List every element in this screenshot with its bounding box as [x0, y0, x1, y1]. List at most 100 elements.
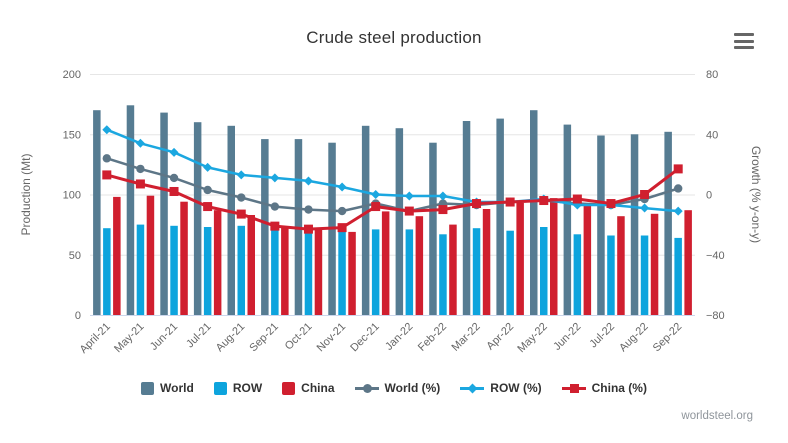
bar[interactable] [530, 110, 538, 315]
bar[interactable] [338, 228, 346, 315]
bar[interactable] [597, 135, 605, 316]
bar[interactable] [304, 228, 313, 315]
marker-diamond[interactable] [371, 190, 381, 199]
marker-diamond[interactable] [236, 170, 246, 180]
bar[interactable] [371, 229, 380, 315]
bar[interactable] [93, 110, 101, 315]
bar[interactable] [213, 210, 222, 315]
bar-series-china[interactable] [113, 195, 692, 315]
marker-square[interactable] [236, 209, 246, 219]
line-series-china-[interactable] [102, 164, 683, 234]
bar[interactable] [261, 139, 269, 315]
marker-circle[interactable] [673, 184, 683, 193]
marker-square[interactable] [371, 202, 381, 212]
bar[interactable] [395, 128, 404, 315]
marker-diamond[interactable] [337, 182, 347, 192]
marker-diamond[interactable] [404, 191, 414, 201]
bar[interactable] [136, 224, 145, 315]
bar[interactable] [482, 209, 491, 315]
marker-square[interactable] [606, 199, 616, 209]
bar[interactable] [462, 121, 471, 315]
bar[interactable] [271, 228, 279, 315]
marker-diamond[interactable] [270, 173, 280, 183]
bar[interactable] [607, 235, 615, 316]
marker-diamond[interactable] [102, 125, 112, 135]
marker-circle[interactable] [337, 206, 347, 216]
bar[interactable] [203, 227, 212, 315]
marker-square[interactable] [337, 223, 347, 233]
bar[interactable] [160, 112, 168, 315]
bar[interactable] [126, 105, 135, 315]
bar[interactable] [640, 235, 649, 316]
legend-item-china-[interactable]: China (%) [561, 381, 647, 395]
bar[interactable] [314, 229, 323, 315]
bar[interactable] [540, 227, 548, 315]
marker-diamond[interactable] [640, 203, 650, 213]
marker-diamond[interactable] [673, 206, 683, 216]
legend-item-world-[interactable]: World (%) [354, 381, 440, 395]
bar-series-row[interactable] [103, 224, 682, 316]
bar[interactable] [583, 205, 592, 315]
bar[interactable] [415, 216, 424, 315]
legend-item-row[interactable]: ROW [213, 381, 262, 395]
marker-diamond[interactable] [303, 176, 313, 186]
marker-square[interactable] [539, 196, 549, 206]
bar[interactable] [449, 224, 457, 315]
marker-circle[interactable] [270, 202, 280, 211]
bar[interactable] [617, 216, 625, 315]
bar[interactable] [496, 118, 504, 315]
bar[interactable] [630, 134, 639, 316]
bar[interactable] [170, 225, 178, 315]
marker-circle[interactable] [102, 154, 112, 163]
bar[interactable] [281, 227, 289, 315]
legend-item-world[interactable]: World [141, 381, 194, 395]
marker-square[interactable] [673, 164, 683, 174]
marker-circle[interactable] [237, 193, 246, 202]
bar[interactable] [381, 211, 390, 315]
marker-square[interactable] [303, 224, 313, 234]
legend-item-row-[interactable]: ROW (%) [460, 381, 542, 395]
marker-square[interactable] [135, 179, 145, 189]
marker-circle[interactable] [136, 164, 145, 174]
marker-diamond[interactable] [135, 138, 145, 148]
bar[interactable] [472, 228, 481, 315]
marker-circle[interactable] [304, 205, 313, 214]
bar[interactable] [405, 229, 414, 315]
bar[interactable] [684, 210, 692, 315]
bar[interactable] [550, 198, 558, 315]
marker-diamond[interactable] [203, 162, 213, 172]
bar[interactable] [227, 125, 236, 315]
marker-square[interactable] [472, 199, 482, 209]
bar[interactable] [439, 234, 447, 315]
marker-diamond[interactable] [169, 147, 179, 157]
legend-item-china[interactable]: China [282, 381, 335, 395]
bar[interactable] [674, 237, 682, 315]
marker-square[interactable] [572, 194, 582, 204]
marker-square[interactable] [102, 170, 112, 180]
bar[interactable] [650, 213, 659, 315]
bar[interactable] [193, 122, 202, 315]
marker-diamond[interactable] [438, 191, 448, 201]
bar[interactable] [237, 225, 246, 315]
bar[interactable] [573, 234, 582, 315]
bar[interactable] [429, 142, 437, 315]
bar[interactable] [664, 131, 672, 315]
bar[interactable] [103, 228, 111, 315]
marker-square[interactable] [640, 190, 650, 199]
bar[interactable] [516, 202, 524, 315]
marker-square[interactable] [404, 206, 414, 216]
marker-square[interactable] [203, 202, 213, 212]
marker-square[interactable] [438, 205, 448, 215]
bar[interactable] [113, 196, 121, 315]
bar[interactable] [146, 195, 155, 315]
bar[interactable] [361, 125, 370, 315]
marker-square[interactable] [270, 221, 280, 231]
bar[interactable] [506, 230, 514, 315]
marker-square[interactable] [505, 197, 515, 207]
hamburger-menu-icon[interactable] [734, 33, 756, 49]
bar[interactable] [348, 231, 356, 315]
bar[interactable] [563, 124, 572, 315]
marker-circle[interactable] [169, 173, 179, 183]
bar[interactable] [180, 201, 188, 315]
bar[interactable] [247, 215, 256, 315]
